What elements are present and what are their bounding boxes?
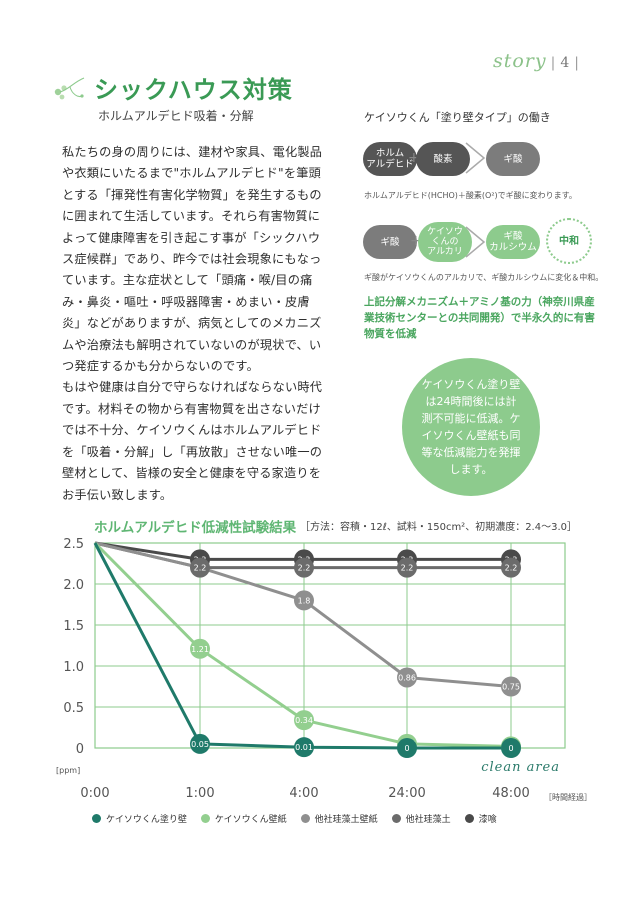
body-text: 私たちの身の周りには、建材や家具、電化製品や衣類にいたるまで"ホルムアルデヒド"… [62,142,324,506]
legend-swatch [391,814,401,823]
data-label: 0.34 [295,716,313,725]
y-tick-label: 1.5 [63,619,84,634]
data-point [397,667,417,688]
mechanism-note-2: ギ酸がケイソウくんのアルカリで、ギ酸カルシウムに変化＆中和。 [364,273,604,282]
data-label: 0.86 [398,673,416,682]
data-point [397,738,417,758]
y-tick-label: 0 [76,742,84,757]
calcium-formate-circle: ギ酸 カルシウム [486,225,540,259]
divider: | [550,55,557,71]
data-point [501,738,521,758]
legend-swatch [464,814,474,823]
data-label: 0.05 [191,740,209,749]
legend-swatch [92,814,101,823]
arrow-icon [465,226,486,258]
chart-legend: ケイソウくん塗り壁 ケイソウくん壁紙 他社珪藻土壁紙 他社珪藻土 漆喰 [92,812,497,825]
divider: | [574,55,580,71]
mechanism-note-1: ホルムアルデヒド(HCHO)＋酸素(O²)でギ酸に変わります。 [364,191,577,200]
chart-title: ホルムアルデヒド低減性試験結果 [94,520,297,536]
data-point [190,733,210,754]
x-axis-label: ［時間経過］ [544,792,592,802]
data-label: 0 [508,744,513,753]
data-point [294,737,314,758]
legend-label: 漆喰 [478,815,497,825]
legend-item: ケイソウくん塗り壁 [92,812,187,825]
mechanism-title: ケイソウくん「塗り壁タイプ」の働き [364,111,551,124]
x-tick-label: 48:00 [492,786,529,801]
legend-label: 他社珪藻土壁紙 [314,815,378,825]
y-axis-unit: [ppm] [56,766,80,775]
oxygen-circle: 酸素 [416,142,470,176]
callout-text: ケイソウくん塗り壁は24時間後には計測不可能に低減。ケイソウくん壁紙も同等な低減… [421,378,521,476]
data-point [294,557,314,578]
body-paragraph-1: 私たちの身の周りには、建材や家具、電化製品や衣類にいたるまで"ホルムアルデヒド"… [62,145,323,374]
y-tick-label: 2.5 [63,537,84,552]
x-tick-label: 4:00 [289,786,318,801]
formaldehyde-circle: ホルム アルデヒド [363,142,417,176]
y-tick-label: 2.0 [63,578,84,593]
data-label: 2.2 [298,564,311,573]
chart-conditions: ［方法：容積・12ℓ、試料・150cm²、初期濃度：2.4〜3.0］ [300,522,577,533]
x-tick-label: 1:00 [185,786,214,801]
page-subtitle: ホルムアルデヒド吸着・分解 [98,109,254,123]
legend-label: ケイソウくん壁紙 [214,815,287,825]
y-tick-label: 1.0 [63,660,84,675]
leaf-decoration-icon [54,77,85,100]
data-point [397,557,417,578]
x-tick-label: 0:00 [80,786,109,801]
data-label: 1.8 [298,596,311,605]
legend-label: ケイソウくん塗り壁 [106,815,187,825]
clean-area-watermark: clean area [481,760,560,775]
formic-acid-circle: ギ酸 [486,142,540,176]
data-label: 2.2 [401,564,414,573]
legend-item: 他社珪藻土 [391,812,451,825]
y-tick-label: 0.5 [63,701,84,716]
legend-swatch [200,814,210,823]
legend-item: ケイソウくん壁紙 [200,812,287,825]
data-point [294,710,314,731]
mechanism-green-note: 上記分解メカニズム＋アミノ基の力（神奈川県産業技術センターとの共同開発）で半永久… [364,296,595,340]
plus-sign: + [410,233,422,249]
page-title: シックハウス対策 [94,76,293,104]
alkali-circle: ケイソウ くんの アルカリ [418,222,472,262]
legend-item: 漆喰 [464,812,497,825]
callout-circle: ケイソウくん塗り壁は24時間後には計測不可能に低減。ケイソウくん壁紙も同等な低減… [402,358,540,496]
legend-swatch [300,814,310,823]
data-label: 2.2 [505,564,518,573]
data-point [190,638,210,659]
page-number: 4 [560,55,571,71]
mechanism-arrows [465,142,486,258]
neutralization-circle: 中和 [546,218,592,264]
formic-acid-circle-2: ギ酸 [363,225,417,259]
data-point [501,557,521,578]
data-point [294,590,314,611]
data-label: 1.21 [191,645,209,654]
data-label: 0.01 [295,743,313,752]
arrow-icon [465,142,486,174]
data-point [190,557,210,578]
plus-sign: + [408,150,420,166]
body-paragraph-2: もはや健康は自分で守らなければならない時代です。材料その物から有害物質を出さない… [62,380,323,502]
data-point [501,676,521,697]
story-page-indicator: story | 4 | [493,50,584,72]
legend-item: 他社珪藻土壁紙 [300,812,378,825]
data-label: 2.2 [194,564,207,573]
data-label: 0.75 [502,683,520,692]
x-tick-label: 24:00 [388,786,425,801]
data-label: 0 [404,744,409,753]
legend-label: 他社珪藻土 [405,815,451,825]
story-label: story [492,50,547,72]
plot-frame [94,542,566,749]
